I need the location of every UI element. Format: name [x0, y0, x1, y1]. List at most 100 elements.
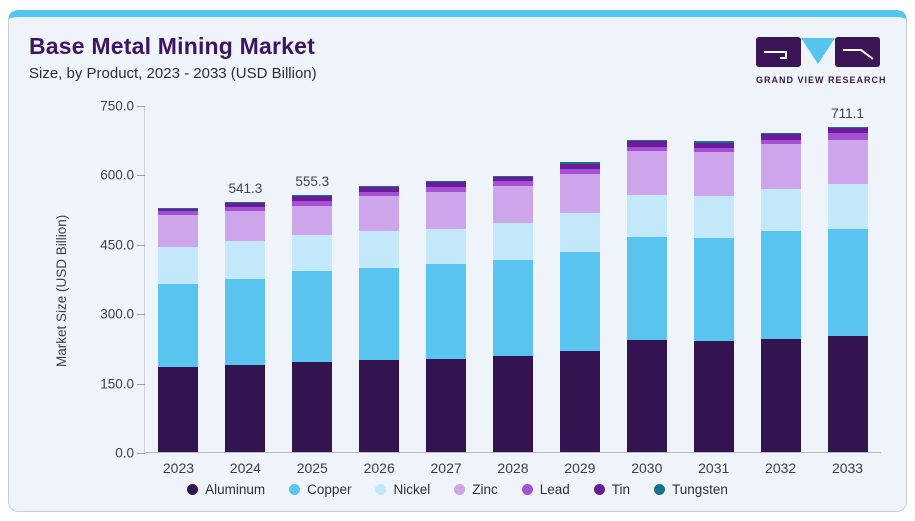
bar-segment-copper-2032: [760, 231, 801, 339]
bar-segment-aluminum-2025: [292, 362, 333, 452]
bar-segment-aluminum-2023: [158, 367, 199, 452]
y-tick-label: 0.0: [115, 445, 134, 461]
legend-dot-icon: [654, 484, 666, 495]
bar-segment-tungsten-2029: [559, 162, 600, 164]
bars-container: 541.3 555.3 711.1: [145, 106, 881, 452]
bar-segment-aluminum-2032: [760, 338, 801, 452]
bar-segment-copper-2029: [559, 252, 600, 352]
x-tick-label: 2023: [162, 460, 195, 476]
legend-dot-icon: [187, 484, 199, 495]
bar-segment-tungsten-2026: [359, 186, 400, 188]
y-tick-label: 450.0: [100, 237, 134, 253]
bar-segment-copper-2025: [292, 271, 333, 363]
bar-segment-tin-2026: [359, 187, 400, 192]
y-tick-label: 150.0: [100, 376, 134, 392]
bar-segment-nickel-2030: [626, 195, 667, 237]
chart-subtitle: Size, by Product, 2023 - 2033 (USD Billi…: [29, 65, 317, 82]
bar-segment-tungsten-2024: [225, 201, 266, 203]
x-tick-label: 2032: [765, 460, 797, 476]
bar-segment-tin-2024: [225, 202, 266, 207]
bar-segment-lead-2023: [158, 210, 199, 216]
logo-r-icon: [835, 37, 880, 67]
logo-marks: [756, 37, 880, 69]
bar-segment-lead-2024: [225, 206, 266, 212]
bar-segment-nickel-2027: [426, 229, 467, 264]
bar-segment-tungsten-2032: [760, 132, 801, 135]
legend: Aluminum Copper Nickel Zinc Lead Tin Tungsten: [9, 482, 906, 497]
bar-segment-zinc-2027: [426, 192, 467, 230]
bar-column-2023: [145, 106, 212, 452]
x-tick-label: 2027: [430, 460, 462, 476]
y-tick-label: 300.0: [100, 306, 134, 322]
bar-segment-tungsten-2033: [827, 127, 868, 129]
bar-segment-aluminum-2026: [359, 360, 400, 452]
bar-segment-copper-2033: [827, 228, 868, 337]
bar-column-2024: 541.3: [212, 106, 279, 452]
legend-label: Tin: [611, 482, 631, 497]
bar-segment-tin-2032: [760, 134, 801, 140]
bar-segment-nickel-2028: [492, 223, 533, 260]
y-tick-mark: [137, 106, 145, 107]
bar-segment-tin-2025: [292, 196, 333, 202]
bar-segment-lead-2030: [626, 146, 667, 151]
bar-segment-nickel-2033: [827, 183, 868, 229]
x-tick-label: 2026: [363, 460, 395, 476]
bar-column-2026: [346, 106, 413, 452]
x-tick-label: 2024: [229, 460, 261, 476]
bar-segment-copper-2030: [626, 236, 667, 341]
legend-label: Copper: [307, 482, 352, 497]
legend-dot-icon: [375, 484, 387, 495]
bar-segment-tin-2030: [626, 141, 667, 147]
bar-segment-aluminum-2033: [827, 336, 868, 452]
legend-dot-icon: [289, 484, 301, 495]
bar-segment-tungsten-2025: [292, 195, 333, 197]
bar-segment-copper-2024: [225, 278, 266, 365]
y-tick-mark: [137, 453, 145, 454]
bar-column-2030: [613, 106, 680, 452]
bar-column-2031: [680, 106, 747, 452]
plot-area: Market Size (USD Billion) 541.3 555.3 711.…: [54, 99, 881, 476]
x-tick-label: 2025: [296, 460, 328, 476]
x-tick-label: 2030: [631, 460, 663, 476]
y-tick-mark: [137, 175, 145, 177]
bar-segment-aluminum-2029: [559, 351, 600, 452]
bar-segment-zinc-2024: [225, 211, 266, 242]
bar-segment-zinc-2030: [626, 150, 667, 196]
y-tick-label: 600.0: [100, 167, 134, 183]
legend-item-tungsten: Tungsten: [654, 482, 728, 497]
bar-total-label: 541.3: [228, 180, 263, 196]
bar-segment-lead-2032: [760, 139, 801, 144]
bar-segment-tin-2023: [158, 208, 199, 211]
logo-triangle-icon: [801, 38, 835, 64]
legend-dot-icon: [521, 484, 533, 495]
bar-segment-lead-2028: [492, 181, 533, 186]
bar-segment-zinc-2032: [760, 143, 801, 190]
bar-segment-aluminum-2027: [426, 358, 467, 452]
x-axis-labels: 2023 2024 2025 2026 2027 2028 2029 2030 2031 2032…: [145, 460, 881, 476]
bar-segment-tungsten-2027: [426, 180, 467, 182]
x-tick-label: 2029: [564, 460, 596, 476]
legend-item-tin: Tin: [593, 482, 631, 497]
page-title: Base Metal Mining Market: [29, 33, 315, 59]
bar-segment-tin-2028: [492, 177, 533, 182]
legend-label: Nickel: [393, 482, 431, 497]
bar-total-label: 711.1: [831, 106, 864, 121]
bar-segment-tungsten-2031: [693, 141, 734, 143]
bar-segment-tungsten-2028: [492, 176, 533, 178]
bar-segment-zinc-2023: [158, 215, 199, 248]
bar-segment-nickel-2025: [292, 234, 333, 272]
legend-item-zinc: Zinc: [454, 482, 498, 497]
logo-text: GRAND VIEW RESEARCH: [756, 75, 887, 85]
bar-segment-tin-2033: [827, 128, 868, 133]
bar-segment-nickel-2023: [158, 247, 199, 284]
logo-g-icon: [756, 37, 801, 67]
bar-segment-lead-2033: [827, 132, 868, 140]
bar-segment-tin-2027: [426, 181, 467, 188]
legend-label: Tungsten: [672, 482, 728, 497]
bar-segment-nickel-2024: [225, 241, 266, 279]
bar-segment-nickel-2029: [559, 212, 600, 253]
bar-segment-lead-2031: [693, 147, 734, 153]
bar-segment-nickel-2026: [359, 230, 400, 269]
chart-header: Base Metal Mining Market Size, by Produc…: [29, 33, 317, 82]
bar-segment-lead-2029: [559, 169, 600, 174]
